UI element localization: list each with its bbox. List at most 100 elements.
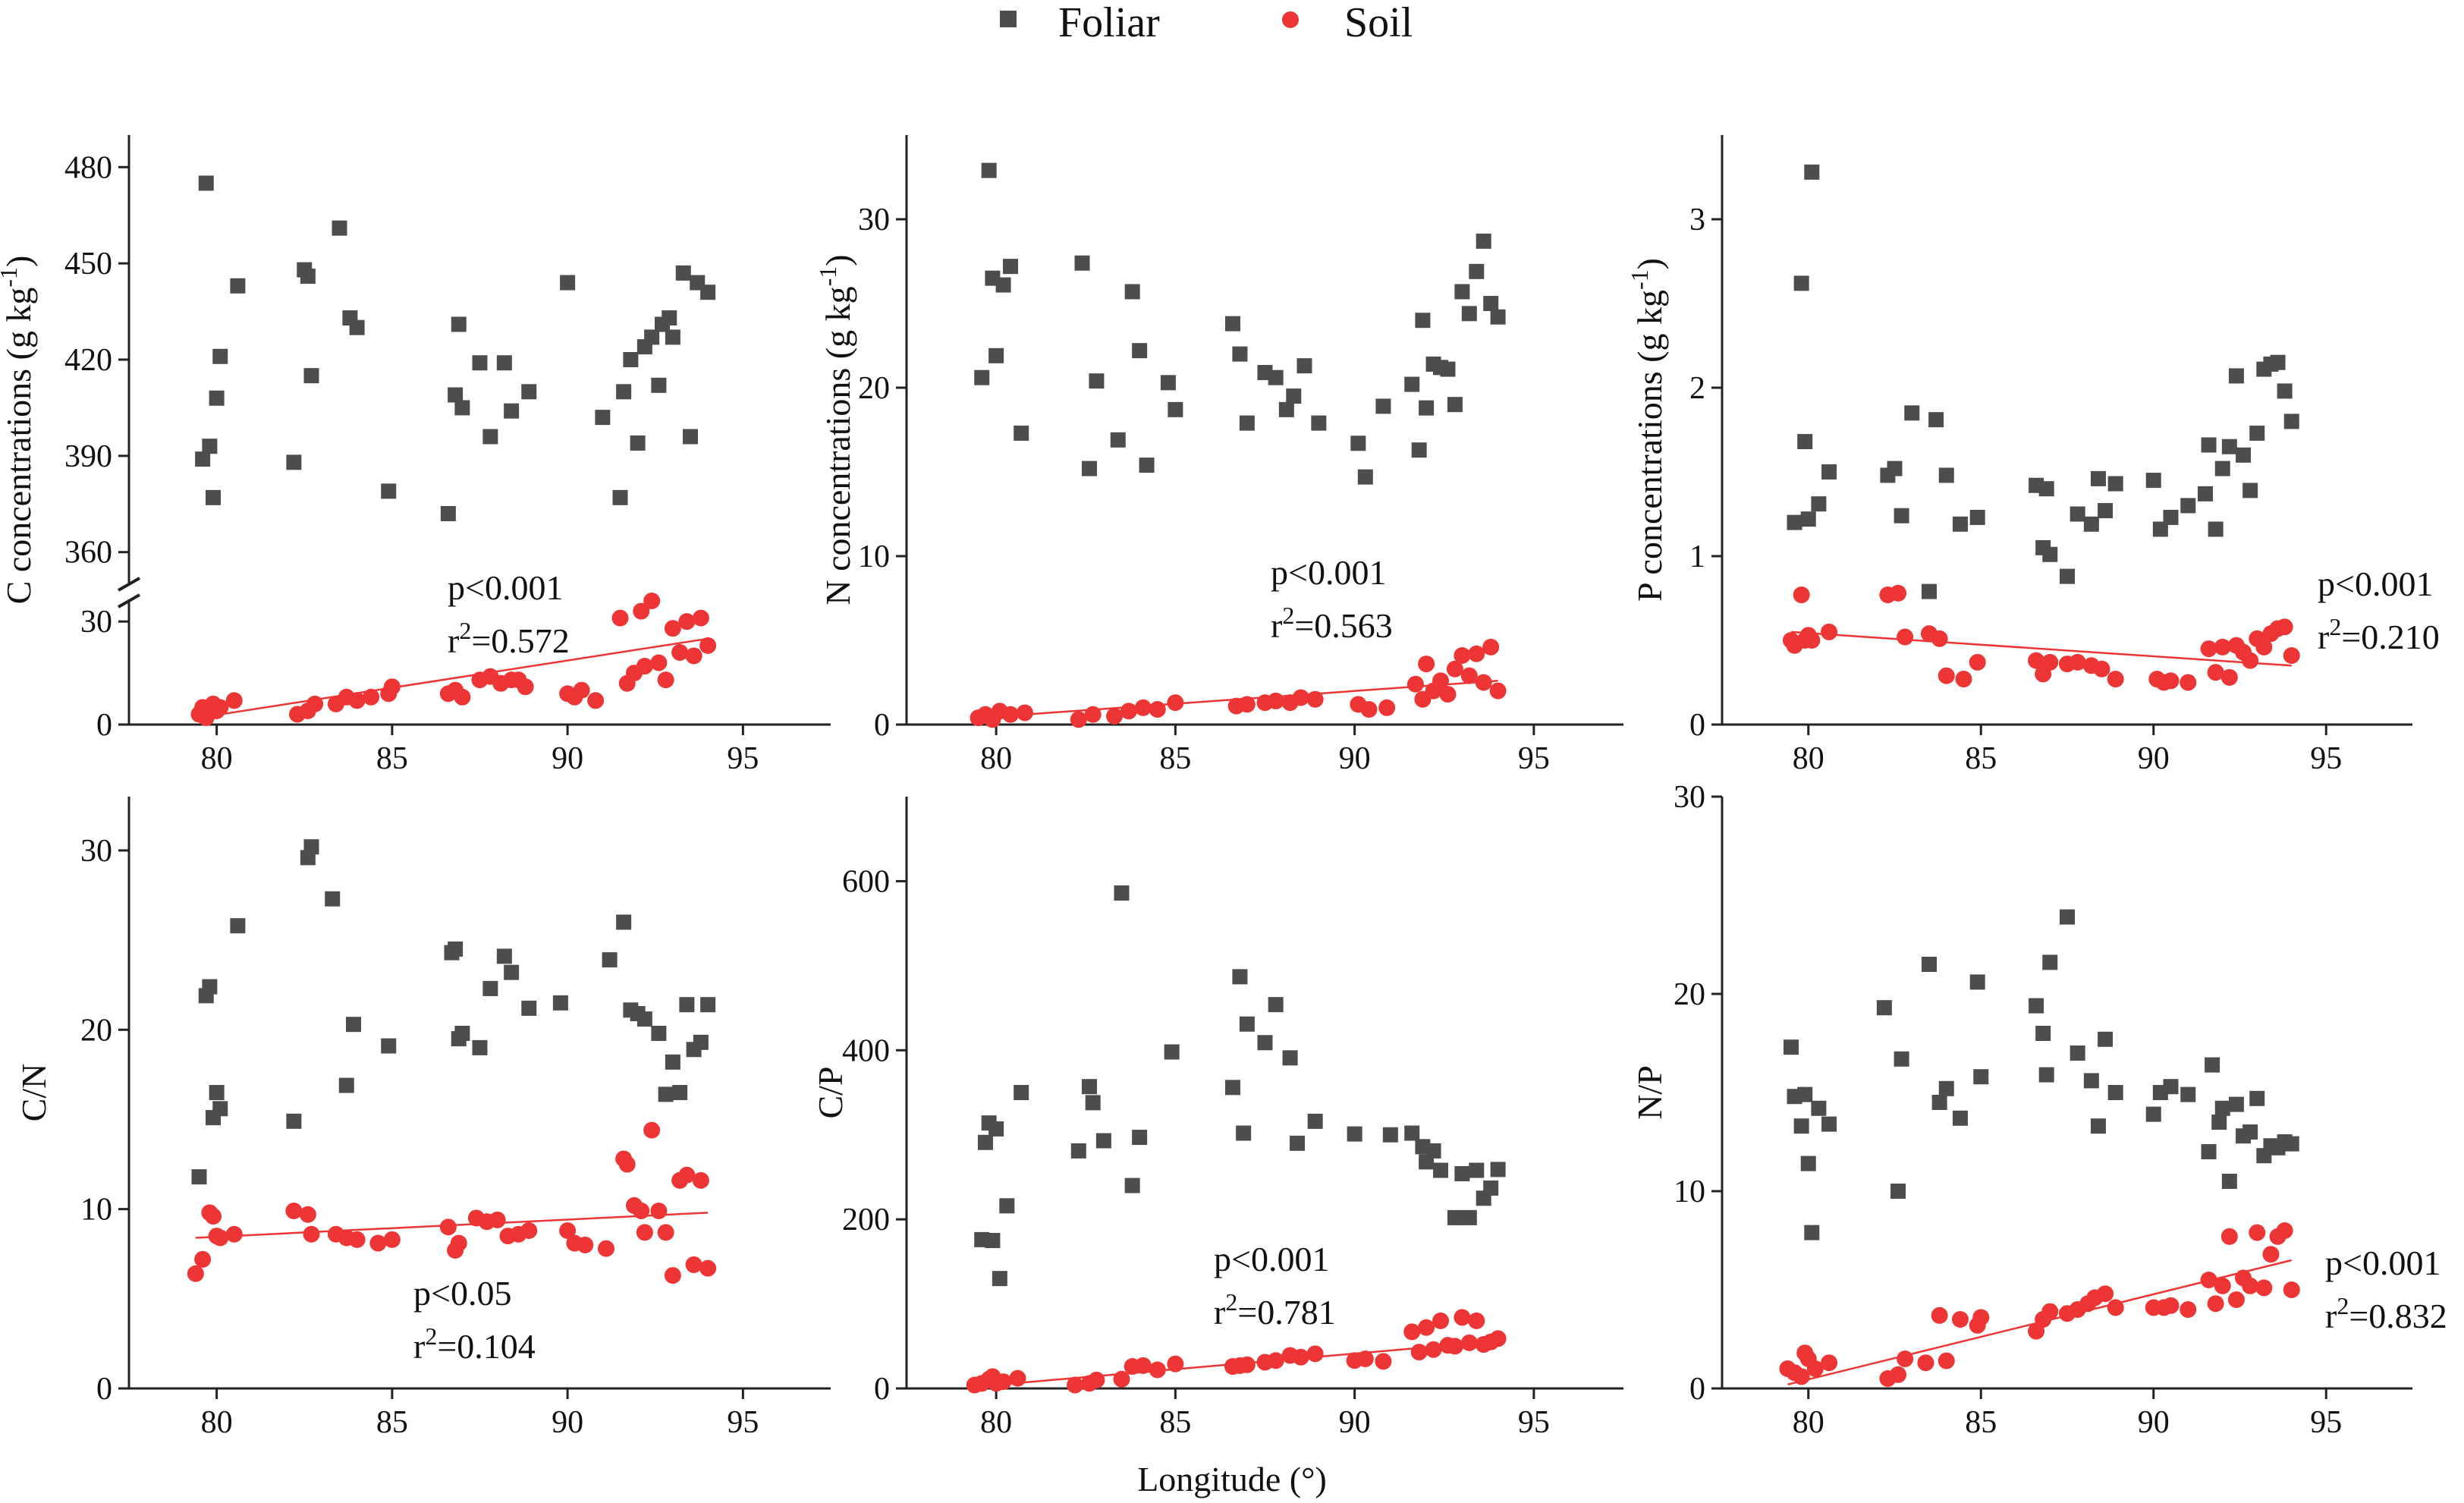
soil-point [664, 620, 681, 637]
r-squared-label: r2=0.104 [413, 1322, 536, 1366]
axis-break-mark [118, 593, 140, 608]
foliar-point [612, 489, 628, 505]
foliar-point [1114, 885, 1130, 901]
foliar-point [1003, 259, 1019, 275]
panel-c-p-ratio: 80 85 90 95 0 200 400 600 C/P p<0.001 r2=0.781 [811, 797, 1623, 1440]
foliar-point [1928, 412, 1944, 428]
r-squared-prefix: r [1214, 1293, 1225, 1332]
foliar-point [2098, 1031, 2114, 1047]
legend: Foliar Soil [1000, 0, 1413, 46]
y-tick-label: 360 [64, 536, 112, 571]
foliar-point [602, 952, 618, 968]
foliar-point [1014, 1085, 1029, 1100]
foliar-point [672, 1085, 688, 1100]
soil-point [1134, 699, 1152, 716]
foliar-point [521, 384, 537, 400]
foliar-point [202, 439, 218, 454]
foliar-point [1282, 1050, 1298, 1066]
foliar-point [1433, 1162, 1449, 1178]
foliar-point [1894, 1051, 1909, 1067]
foliar-point [2060, 568, 2075, 584]
foliar-point [1404, 1125, 1420, 1141]
y-tick-label: 3 [1689, 203, 1705, 237]
x-tick-label: 90 [2138, 1405, 2170, 1440]
r-squared-exponent: 2 [425, 1322, 437, 1350]
soil-point [2180, 674, 2197, 691]
soil-point [1016, 704, 1033, 722]
soil-point [1070, 711, 1087, 728]
soil-point [1432, 672, 1450, 690]
foliar-point [616, 914, 632, 930]
soil-point [1418, 1319, 1435, 1336]
r-squared-exponent: 2 [1225, 1288, 1237, 1316]
y-axis-title: C/N [14, 1064, 53, 1122]
soil-point [2107, 671, 2124, 688]
soil-point [1454, 646, 1471, 664]
foliar-point [2242, 1124, 2258, 1140]
foliar-point [700, 997, 716, 1013]
foliar-point [2208, 521, 2224, 537]
foliar-point [1411, 442, 1427, 458]
foliar-point [1821, 464, 1837, 480]
x-tick-label: 90 [2138, 741, 2170, 776]
y-tick-label: 400 [842, 1033, 890, 1068]
foliar-point [2242, 483, 2258, 498]
foliar-point [212, 1101, 228, 1117]
soil-point [225, 1225, 243, 1243]
foliar-point [2098, 503, 2114, 519]
foliar-point [1268, 369, 1284, 385]
soil-point [1410, 1344, 1428, 1361]
foliar-point [1081, 461, 1097, 476]
y-tick-label: 480 [64, 150, 112, 185]
soil-point [1167, 1355, 1184, 1373]
y-axis-title-superscript: -1 [0, 267, 22, 288]
y-axis-title-text: P concentrations (g kg [1630, 290, 1669, 602]
soil-point [1084, 706, 1102, 723]
foliar-point [1085, 1095, 1101, 1111]
r-squared-label: r2=0.572 [448, 617, 570, 660]
foliar-point [1461, 1209, 1477, 1225]
y-tick-label: 420 [64, 343, 112, 378]
foliar-point [1268, 997, 1284, 1013]
soil-point [1378, 699, 1396, 716]
legend-foliar-label: Foliar [1058, 0, 1160, 46]
r-squared-value: =0.832 [2349, 1297, 2447, 1335]
foliar-point [209, 1085, 225, 1100]
foliar-point [1483, 296, 1499, 311]
foliar-point [2201, 1144, 2217, 1159]
foliar-point [1447, 1209, 1463, 1225]
foliar-point [644, 329, 660, 345]
x-tick-label: 95 [1518, 741, 1550, 776]
soil-point [1890, 1366, 1907, 1383]
foliar-point [1876, 1000, 1892, 1016]
foliar-point [1236, 1125, 1252, 1141]
soil-point [643, 1121, 661, 1139]
foliar-point [230, 278, 246, 294]
soil-point [383, 1231, 401, 1248]
y-axis-title: N/P [1630, 1065, 1669, 1120]
soil-point [1938, 1352, 1955, 1369]
soil-point [1897, 628, 1914, 646]
r-squared-exponent: 2 [2337, 1292, 2349, 1319]
soil-point [439, 1218, 457, 1236]
foliar-point [2249, 1090, 2265, 1106]
soil-point [633, 1203, 650, 1219]
x-tick-label: 95 [2310, 741, 2342, 776]
soil-point [2107, 1299, 2124, 1316]
r-squared-prefix: r [1271, 606, 1282, 645]
foliar-point [472, 1039, 488, 1055]
x-tick-label: 80 [1793, 1405, 1824, 1440]
foliar-point [679, 997, 695, 1013]
soil-point [2283, 646, 2300, 664]
foliar-point [2180, 498, 2196, 514]
x-tick-label: 80 [1793, 741, 1824, 776]
soil-point [636, 658, 653, 675]
foliar-point [381, 483, 397, 499]
foliar-point [1089, 373, 1105, 389]
foliar-point [2228, 368, 2244, 384]
x-tick-label: 95 [727, 1405, 759, 1440]
y-tick-label: 0 [874, 708, 890, 743]
foliar-point [2228, 1096, 2244, 1112]
soil-point [2276, 1222, 2293, 1239]
y-tick-label: 1 [1689, 539, 1705, 574]
